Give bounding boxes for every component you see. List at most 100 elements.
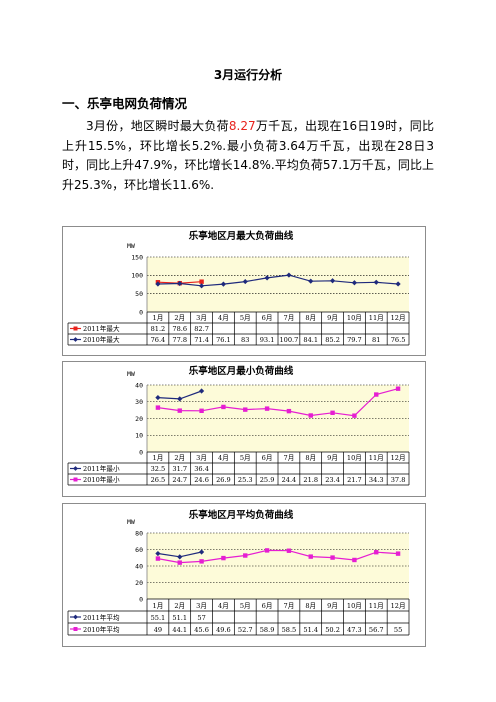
data-label: 37.8 — [391, 476, 406, 484]
category-label: 12月 — [391, 602, 406, 610]
data-label: 51.4 — [303, 626, 318, 634]
y-tick-label: 0 — [139, 595, 143, 603]
legend-key-marker — [73, 627, 78, 631]
paragraph-text-rest: 万千瓦，出现在16日19时，同比上升15.5%，环比增长5.2%.最小负荷3.6… — [62, 119, 435, 192]
chart-avg-load-svg: 乐亭地区月平均负荷曲线 MW 0 20 40 60 80 1月 2月 3月 4月 5月 6月 7月 8月 9月… — [67, 509, 410, 636]
y-axis-unit: MW — [127, 242, 135, 250]
legend-key-marker — [73, 326, 78, 331]
section-heading: 一、乐亭电网负荷情况 — [62, 96, 188, 111]
chart-title: 乐亭地区月最大负荷曲线 — [189, 230, 294, 242]
data-point — [177, 554, 183, 560]
data-point — [243, 553, 248, 558]
data-point — [264, 406, 270, 411]
data-point — [308, 278, 314, 284]
category-label: 8月 — [305, 454, 316, 462]
category-label: 9月 — [327, 314, 338, 322]
data-point — [395, 551, 401, 556]
data-label: 57 — [197, 614, 205, 622]
data-point — [243, 407, 248, 412]
data-label: 82.7 — [194, 325, 209, 333]
category-label: 12月 — [391, 454, 406, 462]
data-label: 58.5 — [282, 626, 297, 634]
data-point — [286, 408, 292, 414]
chart-title: 乐亭地区月平均负荷曲线 — [189, 509, 294, 521]
data-label: 23.4 — [325, 476, 340, 484]
series-line — [157, 388, 399, 417]
data-label: 26.5 — [151, 476, 166, 484]
data-label: 21.8 — [303, 476, 318, 484]
plot-area — [147, 385, 409, 452]
category-label: 1月 — [153, 314, 164, 322]
data-label: 34.3 — [369, 476, 384, 484]
data-label: 31.7 — [172, 465, 187, 473]
data-label: 85.2 — [325, 336, 340, 344]
data-point — [286, 548, 292, 553]
legend-key-marker — [73, 466, 78, 471]
data-point — [199, 279, 204, 284]
category-label: 4月 — [218, 454, 229, 462]
category-label: 3月 — [196, 602, 207, 610]
data-label: 77.8 — [172, 336, 187, 344]
category-label: 9月 — [327, 454, 338, 462]
category-label: 11月 — [369, 454, 384, 462]
data-label: 81.2 — [151, 325, 166, 333]
data-label: 26.9 — [216, 476, 231, 484]
data-label: 93.1 — [260, 336, 275, 344]
series-line — [157, 549, 399, 564]
data-label: 56.7 — [369, 626, 384, 634]
y-tick-label: 10 — [135, 432, 143, 440]
data-point — [155, 405, 161, 410]
y-tick-label: 40 — [135, 381, 143, 389]
data-point — [374, 392, 379, 397]
category-label: 2月 — [174, 602, 185, 610]
data-label: 78.6 — [172, 325, 187, 333]
data-label: 84.1 — [303, 336, 318, 344]
data-point — [177, 560, 182, 565]
category-label: 10月 — [347, 314, 362, 322]
data-label: 25.9 — [260, 476, 275, 484]
data-label: 55 — [394, 626, 402, 634]
y-axis-unit: MW — [127, 370, 135, 378]
data-label: 24.6 — [194, 476, 209, 484]
category-label: 7月 — [284, 454, 295, 462]
data-point — [352, 557, 357, 563]
data-label: 24.4 — [282, 476, 297, 484]
category-label: 10月 — [347, 454, 362, 462]
y-axis-unit: MW — [127, 518, 135, 526]
category-label: 7月 — [284, 602, 295, 610]
category-label: 1月 — [153, 602, 164, 610]
data-point — [308, 554, 313, 559]
data-label: 76.1 — [216, 336, 231, 344]
data-point — [221, 404, 226, 410]
data-label: 52.7 — [238, 626, 253, 634]
category-label: 5月 — [240, 454, 251, 462]
data-point — [330, 410, 335, 416]
paragraph-text-start: 3月份，地区瞬时最大负荷 — [86, 119, 229, 133]
chart-max-load-svg: 乐亭地区月最大负荷曲线 MW 0 50 100 150 1月 2月 3月 4月 5月 6月 7月 8月 9月… — [67, 230, 410, 346]
y-tick-label: 30 — [135, 398, 143, 406]
data-label: 51.1 — [172, 614, 187, 622]
data-point — [264, 548, 270, 553]
category-label: 11月 — [369, 314, 384, 322]
document-title: 3月运行分析 — [213, 68, 283, 82]
data-point — [177, 396, 183, 402]
data-label: 36.4 — [194, 465, 209, 473]
data-point — [374, 550, 379, 555]
plot-area — [147, 533, 409, 599]
data-point — [286, 272, 292, 278]
data-point — [177, 408, 182, 413]
chart-title: 乐亭地区月最小负荷曲线 — [189, 365, 294, 377]
data-label: 47.3 — [347, 626, 362, 634]
data-point — [308, 413, 313, 418]
category-label: 3月 — [196, 314, 207, 322]
data-point — [330, 555, 335, 560]
chart-min-load: 乐亭地区月最小负荷曲线 MW 0 10 20 30 40 1月 2月 3月 4月 5月 6月 7月 8月 9月… — [62, 361, 426, 497]
data-point — [351, 280, 358, 286]
data-label: 55.1 — [151, 614, 166, 622]
series-name: 2010年最大 — [83, 335, 120, 344]
legend-key-marker — [73, 477, 78, 482]
data-label: 83 — [241, 336, 249, 344]
y-tick-label: 20 — [135, 579, 143, 587]
data-label: 76.4 — [151, 336, 166, 344]
chart-avg-load: 乐亭地区月平均负荷曲线 MW 0 20 40 60 80 1月 2月 3月 4月 5月 6月 7月 8月 9月… — [62, 503, 426, 647]
